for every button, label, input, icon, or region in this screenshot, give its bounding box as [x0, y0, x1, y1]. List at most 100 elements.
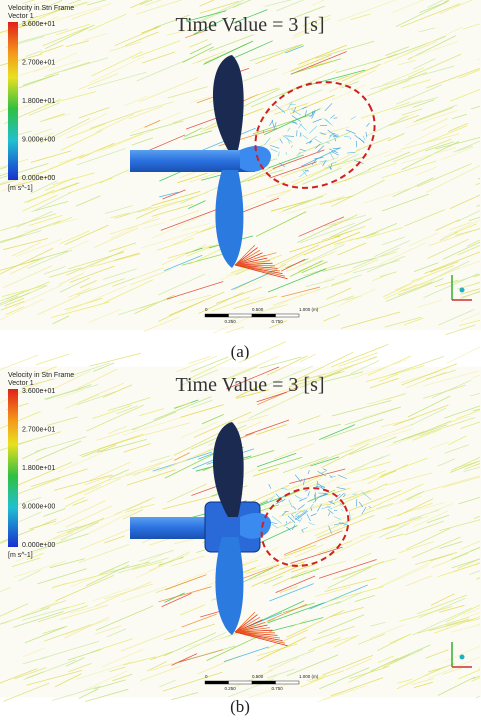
- streamline: [184, 127, 203, 137]
- streamline: [416, 502, 445, 511]
- streamline: [444, 405, 481, 419]
- streamline: [333, 635, 357, 648]
- streamline: [124, 31, 159, 46]
- streamline: [474, 274, 481, 278]
- streamline: [407, 53, 462, 78]
- streamline: [401, 141, 460, 171]
- streamline: [161, 592, 192, 608]
- streamline: [333, 237, 354, 248]
- streamline: [50, 370, 91, 391]
- streamline: [56, 23, 90, 36]
- wake-streak: [311, 111, 316, 119]
- streamline: [14, 382, 42, 395]
- streamline: [88, 56, 144, 84]
- wake-streak: [332, 135, 340, 138]
- streamline: [53, 216, 73, 225]
- wake-streak: [361, 506, 367, 515]
- streamline: [358, 633, 386, 645]
- streamline: [37, 294, 81, 316]
- streamline: [453, 273, 481, 284]
- streamline: [131, 561, 164, 570]
- streamline: [324, 356, 378, 375]
- streamline: [412, 40, 459, 58]
- streamline: [272, 570, 307, 587]
- streamline: [456, 210, 481, 223]
- wake-streak: [314, 492, 317, 499]
- streamline: [282, 482, 320, 499]
- streamline: [29, 21, 47, 30]
- wake-streak: [319, 160, 328, 163]
- streamline: [180, 421, 219, 438]
- streamline: [445, 604, 481, 623]
- wake-streak: [301, 529, 304, 533]
- scale-segment: [204, 313, 229, 318]
- streamline: [29, 250, 68, 262]
- streamline: [288, 89, 323, 104]
- streamline: [3, 682, 50, 702]
- streamline: [389, 114, 420, 126]
- streamline: [267, 668, 296, 679]
- streamline: [395, 277, 424, 291]
- streamline: [190, 356, 229, 373]
- wake-streak: [321, 506, 331, 510]
- streamline: [122, 509, 144, 520]
- wake-streak: [314, 143, 321, 149]
- wake-streak: [279, 138, 283, 144]
- streamline: [23, 659, 77, 680]
- streamline: [110, 212, 130, 219]
- streamline: [114, 26, 159, 46]
- streamline: [320, 195, 354, 205]
- streamline: [117, 557, 169, 574]
- streamline: [189, 39, 208, 48]
- streamline: [289, 94, 335, 115]
- streamline: [474, 281, 481, 284]
- blade-bottom: [215, 170, 244, 268]
- streamline: [60, 521, 100, 541]
- streamline: [148, 551, 191, 572]
- streamline: [320, 601, 341, 609]
- streamline: [412, 425, 448, 441]
- streamline: [109, 666, 126, 673]
- streamline: [350, 13, 371, 21]
- streamline: [46, 416, 78, 426]
- streamline: [179, 294, 212, 304]
- streamline: [0, 28, 10, 34]
- streamline: [247, 167, 277, 182]
- streamline: [53, 112, 108, 140]
- wake-streak: [317, 145, 325, 153]
- streamline: [383, 40, 438, 65]
- wake-streak: [332, 147, 341, 149]
- streamline: [381, 193, 430, 212]
- streamline: [153, 396, 212, 421]
- streamline: [64, 224, 109, 246]
- scale-segment: [228, 313, 253, 318]
- streamline: [397, 678, 413, 684]
- streamline: [256, 452, 297, 468]
- streamline: [352, 247, 400, 269]
- streamline: [151, 204, 193, 217]
- streamline: [439, 519, 481, 532]
- legend-label: 3.600e+01: [22, 388, 55, 395]
- jet-streak: [234, 249, 261, 266]
- streamline: [377, 561, 433, 589]
- streamline: [412, 510, 448, 528]
- streamline: [299, 244, 345, 267]
- streamline: [310, 489, 336, 502]
- streamline: [345, 162, 397, 180]
- wake-streak: [275, 499, 286, 505]
- streamline: [162, 671, 223, 692]
- streamline: [164, 632, 217, 657]
- streamline: [306, 674, 327, 682]
- wake-streak: [331, 162, 337, 164]
- streamline: [453, 140, 481, 153]
- streamline: [66, 285, 127, 312]
- wake-streak: [300, 478, 303, 482]
- legend-units: [m s^-1]: [8, 552, 33, 559]
- vortex-highlight: [260, 487, 350, 567]
- streamline: [62, 57, 109, 72]
- streamline: [348, 657, 399, 683]
- streamline: [289, 260, 323, 277]
- wake-streak: [330, 476, 336, 478]
- streamline: [415, 166, 438, 176]
- streamline: [26, 670, 83, 686]
